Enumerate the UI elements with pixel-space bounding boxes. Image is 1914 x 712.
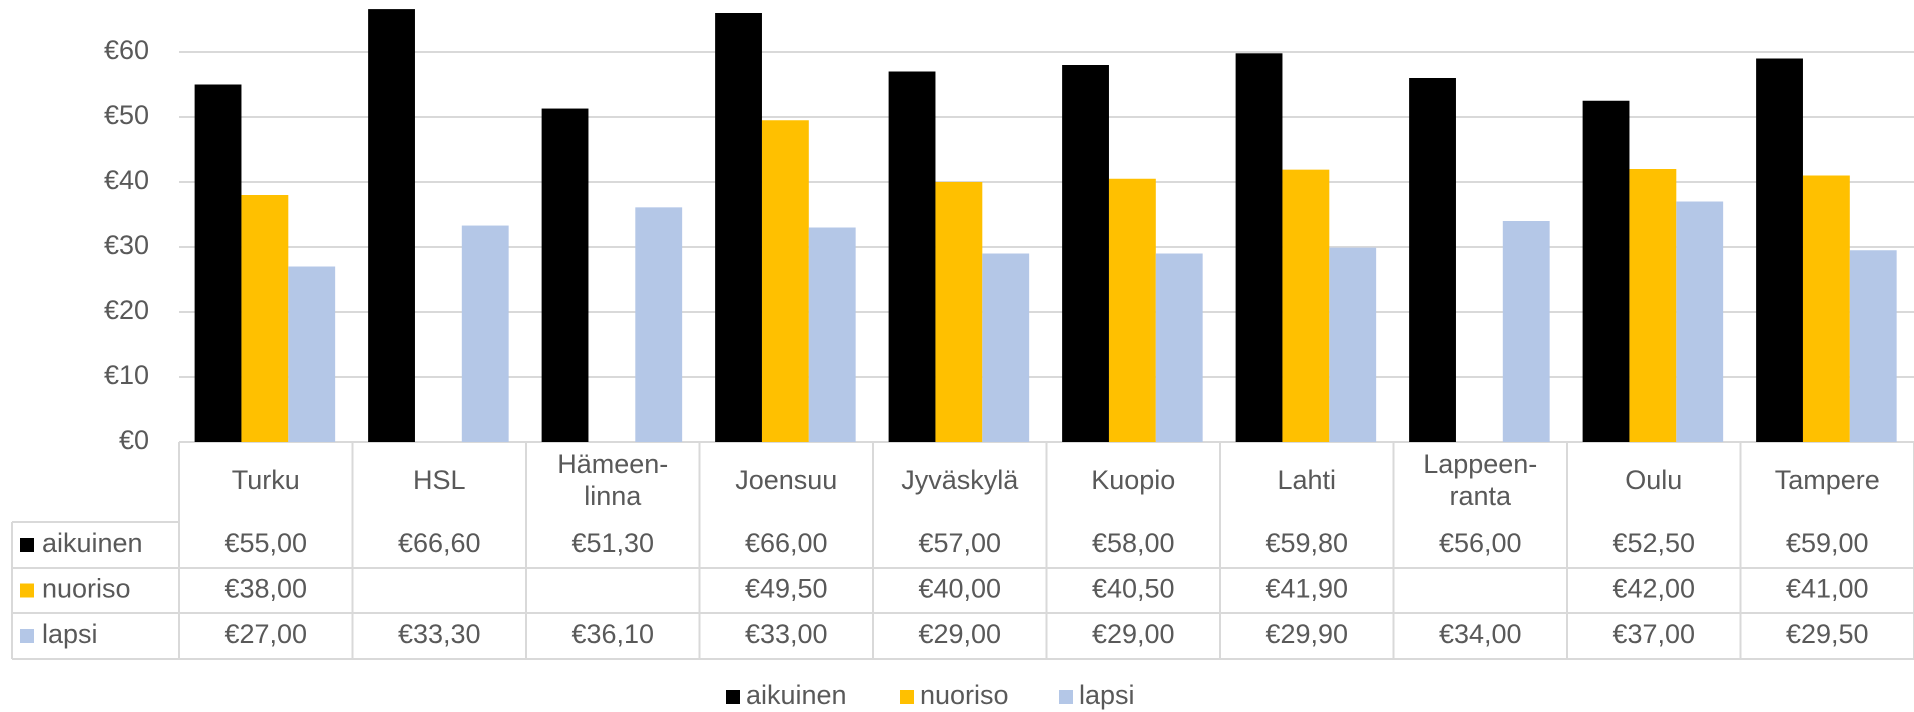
table-cell: €36,10	[571, 619, 654, 649]
bar	[541, 108, 589, 443]
bar	[635, 207, 683, 442]
bar	[1756, 58, 1803, 442]
table-cell: €49,50	[745, 574, 828, 604]
bar	[1582, 100, 1630, 442]
table-cell: €40,00	[918, 574, 1001, 604]
table-cell: €27,00	[224, 619, 307, 649]
table-cell: €55,00	[224, 528, 307, 558]
bar	[1108, 178, 1156, 442]
table-cell: €29,90	[1265, 619, 1348, 649]
table-cell: €38,00	[224, 574, 307, 604]
x-tick-label: Lappeen-ranta	[1423, 449, 1537, 511]
y-tick-label: €0	[119, 425, 149, 455]
table-cell: €33,00	[745, 619, 828, 649]
x-tick-label: Kuopio	[1091, 465, 1175, 495]
bar	[808, 227, 856, 442]
table-cell: €58,00	[1092, 528, 1175, 558]
bar	[888, 71, 936, 442]
bar	[1849, 250, 1897, 442]
bar	[461, 225, 509, 442]
table-cell: €57,00	[918, 528, 1001, 558]
bar	[288, 266, 336, 442]
bar	[1629, 169, 1677, 442]
legend-swatch	[726, 690, 740, 704]
bar	[982, 253, 1030, 442]
table-cell: €29,00	[918, 619, 1001, 649]
x-tick-label: Lahti	[1277, 465, 1336, 495]
y-tick-label: €50	[104, 100, 149, 130]
bar	[935, 182, 983, 442]
bar	[715, 13, 762, 442]
legend-label: lapsi	[1079, 680, 1135, 710]
bar	[1062, 65, 1109, 442]
legend-swatch	[20, 538, 34, 552]
bar	[1155, 253, 1203, 442]
y-tick-label: €40	[104, 165, 149, 195]
row-label: aikuinen	[42, 528, 143, 558]
table-cell: €34,00	[1439, 619, 1522, 649]
table-cell: €56,00	[1439, 528, 1522, 558]
row-label: lapsi	[42, 619, 98, 649]
x-tick-label: Hämeen-linna	[557, 449, 668, 511]
row-label: nuoriso	[42, 574, 131, 604]
x-tick-label: Tampere	[1775, 465, 1880, 495]
legend-swatch	[20, 583, 34, 598]
table-cell: €40,50	[1092, 574, 1175, 604]
bar	[368, 9, 415, 442]
bar	[1282, 169, 1330, 442]
table-cell: €33,30	[398, 619, 481, 649]
bar	[1329, 247, 1377, 442]
legend-swatch	[20, 629, 34, 643]
x-tick-label: Oulu	[1625, 465, 1682, 495]
table-cell: €59,00	[1786, 528, 1869, 558]
table-cell: €42,00	[1612, 574, 1695, 604]
x-tick-label: Turku	[232, 465, 300, 495]
y-tick-label: €60	[104, 35, 149, 65]
table-cell: €29,00	[1092, 619, 1175, 649]
legend-label: nuoriso	[920, 680, 1009, 710]
bar	[1676, 201, 1724, 442]
table-cell: €66,00	[745, 528, 828, 558]
y-tick-label: €10	[104, 360, 149, 390]
table-cell: €41,00	[1786, 574, 1869, 604]
table-cell: €66,60	[398, 528, 481, 558]
x-tick-label: HSL	[413, 465, 466, 495]
bar	[1502, 221, 1550, 442]
bar	[1409, 78, 1456, 442]
table-cell: €59,80	[1265, 528, 1348, 558]
legend-swatch	[900, 690, 914, 704]
table-cell: €51,30	[571, 528, 654, 558]
x-tick-label: Joensuu	[735, 465, 837, 495]
bar	[194, 84, 242, 442]
table-cell: €29,50	[1786, 619, 1869, 649]
table-cell: €52,50	[1612, 528, 1695, 558]
legend-swatch	[1059, 690, 1073, 704]
bar	[761, 120, 809, 442]
y-tick-label: €20	[104, 295, 149, 325]
bar	[241, 195, 289, 442]
y-tick-label: €30	[104, 230, 149, 260]
bar	[1235, 53, 1283, 443]
table-cell: €37,00	[1612, 619, 1695, 649]
x-tick-label: Jyväskylä	[901, 465, 1019, 495]
table-cell: €41,90	[1265, 574, 1348, 604]
legend-label: aikuinen	[746, 680, 847, 710]
bar	[1802, 175, 1850, 442]
